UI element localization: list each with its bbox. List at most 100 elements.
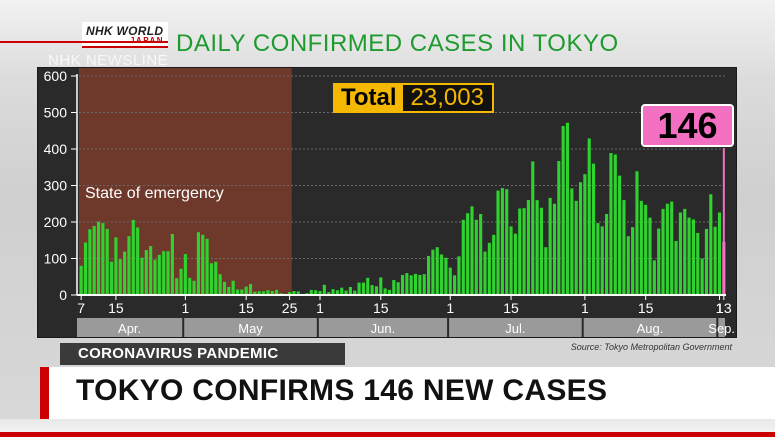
bar [136, 227, 140, 295]
month-band [184, 318, 317, 337]
nhk-world-logo: NHK WORLD JAPAN [82, 22, 168, 48]
bar [270, 290, 274, 295]
bar [374, 286, 379, 295]
bar [370, 285, 374, 295]
month-label: Sep. [708, 321, 735, 336]
chart-title: DAILY CONFIRMED CASES IN TOKYO [176, 30, 619, 57]
bar [327, 292, 331, 295]
bar [144, 250, 148, 295]
month-label: May [238, 321, 263, 336]
bar [457, 256, 461, 295]
bar [235, 289, 240, 295]
bar [353, 290, 357, 295]
bar [292, 290, 296, 295]
bar-chart: State of emergency 0 100 200 300 400 500 600 7 1… [44, 68, 735, 337]
bar [483, 251, 487, 295]
bar [652, 260, 656, 295]
y-tick-label: 600 [44, 68, 68, 84]
bar [288, 292, 292, 295]
bar [518, 208, 522, 295]
x-tick-label: 15 [238, 300, 254, 316]
bar [548, 197, 552, 295]
x-tick-label: 15 [373, 300, 389, 316]
bar [257, 291, 261, 295]
headline: TOKYO CONFIRMS 146 NEW CASES [76, 374, 608, 407]
bar [444, 257, 448, 295]
bar [578, 182, 583, 295]
x-tick-label: 15 [108, 300, 124, 316]
bar [635, 171, 639, 295]
total-label: Total [335, 85, 403, 111]
x-tick-label: 7 [77, 300, 85, 316]
bar [392, 280, 396, 295]
bar [683, 208, 687, 295]
x-tick-label: 1 [716, 300, 724, 316]
bar [461, 219, 465, 295]
bar [162, 251, 166, 295]
x-tick-label: 15 [503, 300, 519, 316]
bar [704, 228, 709, 295]
bar [639, 200, 643, 295]
bar [492, 234, 496, 295]
bar [196, 232, 200, 295]
bar [188, 277, 192, 295]
bar [253, 291, 257, 295]
logo-japan-text: JAPAN [130, 36, 164, 45]
month-label: Aug. [637, 321, 664, 336]
bar [396, 282, 400, 295]
bar [596, 223, 600, 295]
bar [266, 290, 270, 295]
latest-bar [722, 241, 726, 295]
headline-bar [40, 367, 775, 419]
bar [309, 289, 313, 295]
bar [105, 228, 109, 295]
bar [231, 280, 235, 295]
bar [422, 274, 426, 295]
bar [131, 219, 135, 295]
y-tick-label: 0 [59, 287, 67, 303]
bar [170, 234, 174, 295]
bar [509, 226, 513, 295]
bar [318, 290, 322, 295]
bar [713, 226, 717, 295]
bar [709, 194, 713, 295]
bar [591, 163, 596, 295]
x-tick-label: 25 [282, 300, 298, 316]
bar [413, 273, 418, 295]
bar [322, 284, 326, 295]
bar [687, 217, 691, 295]
bar [426, 255, 431, 295]
subject-bar: CORONAVIRUS PANDEMIC [60, 343, 345, 365]
x-tick-label: 1 [581, 300, 589, 316]
bar [314, 290, 318, 295]
month-band [77, 318, 183, 337]
x-tick-label: 15 [638, 300, 654, 316]
month-label: Apr. [118, 321, 141, 336]
bar [340, 287, 344, 295]
bar [440, 254, 444, 295]
bar [149, 246, 153, 295]
bar [474, 219, 478, 295]
bar [626, 236, 630, 295]
bar [717, 212, 722, 295]
bar [648, 217, 652, 295]
bar [261, 291, 266, 295]
bar [179, 268, 183, 295]
bar [622, 200, 626, 295]
bar [526, 200, 530, 295]
source-note: Source: Tokyo Metropolitan Government [570, 342, 732, 352]
bar [296, 291, 300, 295]
bar [678, 212, 682, 295]
logo-underline [0, 41, 168, 43]
x-tick-label: 13 [716, 300, 732, 316]
bar [123, 251, 127, 295]
bar [631, 227, 635, 295]
bar [127, 236, 131, 295]
newsline-watermark: NHK NEWSLINE [48, 52, 169, 69]
bar [175, 278, 179, 295]
bar [470, 206, 474, 295]
month-label: Jul. [505, 321, 525, 336]
bar [275, 289, 279, 295]
y-tick-label: 400 [44, 141, 68, 157]
bar [466, 213, 470, 295]
